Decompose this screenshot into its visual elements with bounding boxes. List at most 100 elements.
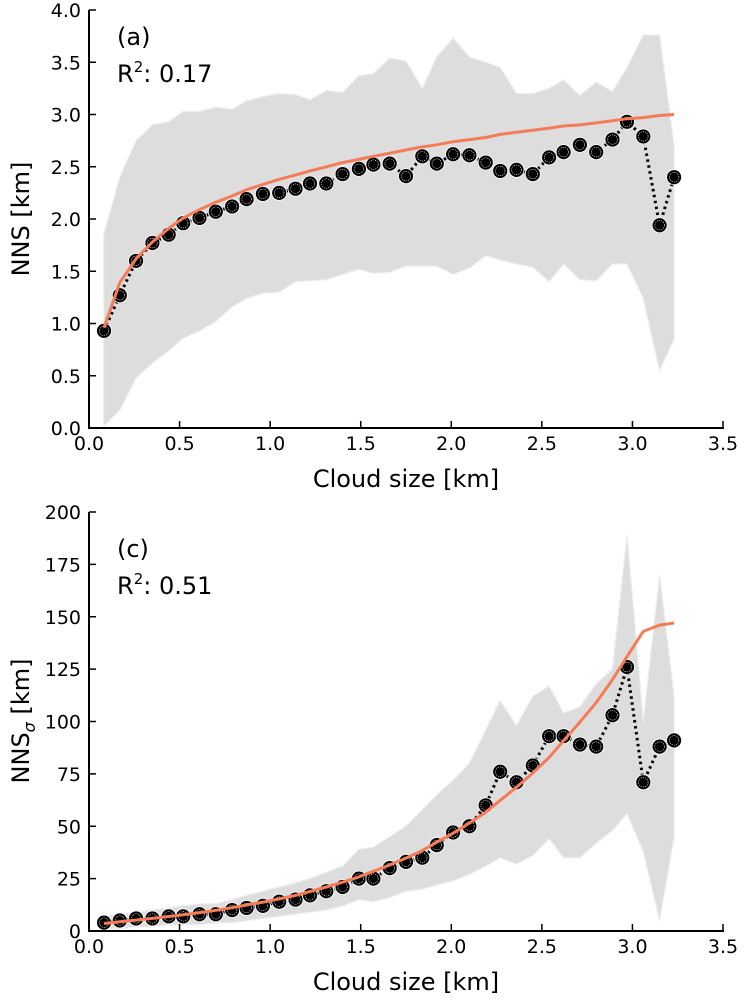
data-point: [271, 184, 288, 201]
marker-ring: [417, 852, 428, 863]
marker-ring: [130, 255, 142, 266]
y-tick-label: 50: [57, 816, 81, 838]
x-tick-label: 3.5: [708, 936, 738, 958]
marker-ring: [431, 840, 442, 851]
marker-outer: [635, 774, 652, 791]
marker-outer: [666, 169, 682, 186]
marker-ring: [241, 194, 252, 205]
x-tick-label: 0.5: [164, 936, 194, 958]
fit-curve: [103, 621, 675, 925]
marker-outer: [287, 180, 304, 197]
y-tick-label: 75: [57, 764, 81, 786]
x-tick-label: 3.0: [617, 936, 647, 958]
panel-a: 0.0 0.5 1.0 1.5 2.0 2.5 3.0 3.5 0.0 0.5 1.0 1.5 2.0…: [7, 0, 738, 493]
marker-ring: [114, 290, 125, 301]
marker-outer: [492, 763, 509, 780]
marker-ring: [431, 158, 442, 169]
y-tick-label: 25: [57, 869, 81, 891]
x-tick-label: 3.5: [708, 433, 738, 455]
data-point: [571, 736, 588, 753]
r-squared-sup: 2: [134, 58, 144, 76]
marker-outer: [302, 175, 318, 192]
marker-outer: [541, 728, 558, 745]
marker-outer: [555, 144, 572, 161]
data-point: [461, 147, 478, 164]
data-point: [477, 154, 494, 171]
data-point: [398, 168, 414, 185]
marker-ring: [558, 147, 569, 158]
r-squared-base: R: [117, 60, 134, 88]
marker-outer: [666, 732, 682, 749]
marker-outer: [428, 155, 445, 172]
spread-band: [103, 34, 675, 428]
marker-outer: [224, 198, 241, 215]
y-tick-label: 0.0: [51, 418, 81, 440]
marker-ring: [227, 201, 238, 212]
marker-ring: [368, 159, 379, 170]
data-point: [604, 707, 621, 724]
y-tick-label: 100: [45, 712, 81, 734]
data-point: [651, 738, 668, 755]
marker-outer: [207, 203, 224, 220]
fit-line: [103, 621, 675, 925]
data-point: [334, 166, 351, 182]
data-point: [381, 155, 398, 172]
marker-ring: [384, 863, 395, 874]
r-squared-annotation: R2: 0.51: [117, 570, 212, 600]
marker-ring: [574, 139, 585, 150]
x-axis-label: Cloud size [km]: [313, 968, 499, 996]
marker-outer: [238, 191, 255, 208]
marker-outer: [555, 728, 572, 745]
data-point: [428, 155, 445, 172]
data-point: [666, 732, 682, 749]
marker-outer: [461, 147, 478, 164]
data-point: [555, 144, 572, 161]
marker-ring: [527, 168, 538, 180]
marker-outer: [651, 738, 668, 755]
marker-ring: [194, 212, 205, 224]
marker-outer: [604, 131, 621, 148]
marker-ring: [227, 904, 238, 916]
x-tick-label: 2.0: [436, 433, 466, 455]
fit-curve: [102, 113, 675, 329]
marker-outer: [588, 144, 605, 161]
data-point: [571, 136, 588, 153]
data-point: [445, 146, 461, 163]
marker-outer: [365, 156, 382, 173]
y-tick-label: 125: [45, 659, 81, 681]
x-tick-label: 1.0: [255, 433, 285, 455]
marker-outer: [318, 175, 335, 192]
x-tick-label: 1.0: [255, 936, 285, 958]
marker-outer: [271, 184, 288, 201]
data-point: [365, 156, 382, 173]
marker-outer: [508, 161, 525, 178]
data-point: [318, 175, 335, 192]
marker-ring: [591, 147, 602, 158]
x-tick-label: 1.5: [346, 936, 376, 958]
y-axis-label-base: NNS: [7, 732, 35, 783]
marker-ring: [368, 873, 379, 884]
marker-ring: [417, 151, 428, 162]
x-axis-label: Cloud size [km]: [313, 465, 499, 493]
fit-line: [102, 113, 675, 329]
x-tick-label: 2.5: [527, 433, 557, 455]
marker-ring: [178, 911, 189, 922]
marker-ring: [447, 149, 459, 160]
spread-band: [103, 534, 675, 930]
marker-ring: [668, 172, 680, 183]
y-tick-label: 175: [45, 554, 81, 576]
data-point: [635, 128, 652, 145]
y-tick-label: 3.5: [51, 52, 81, 74]
band-upper-edge: [103, 534, 675, 917]
data-point: [175, 908, 192, 925]
y-axis-label: NNSσ [km]: [7, 659, 39, 784]
marker-outer: [414, 148, 431, 165]
marker-ring: [241, 902, 252, 914]
r-squared-value: : 0.51: [143, 572, 212, 600]
band-lower-edge: [103, 255, 675, 427]
marker-outer: [635, 128, 652, 145]
y-tick-label: 3.0: [51, 105, 81, 127]
marker-ring: [274, 896, 285, 907]
marker-ring: [304, 178, 316, 189]
